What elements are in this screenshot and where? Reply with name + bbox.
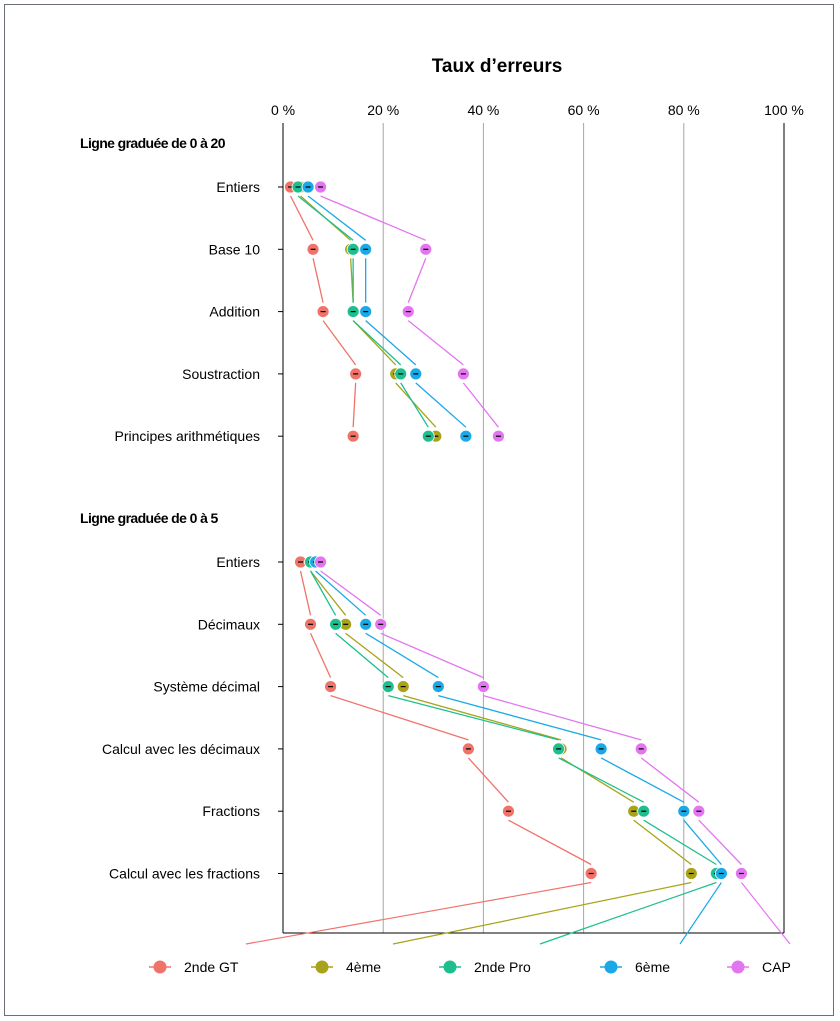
- series-line: [310, 570, 347, 616]
- legend-swatch: [604, 960, 618, 974]
- series-line: [395, 382, 437, 428]
- series-line: [330, 694, 469, 741]
- series-line: [388, 694, 559, 741]
- category-label: Entiers: [216, 554, 260, 570]
- series-line: [462, 382, 499, 428]
- group-label: Ligne graduée de 0 à 20: [80, 135, 226, 151]
- series-line: [322, 320, 357, 366]
- series-line: [380, 632, 484, 679]
- series-line: [415, 382, 467, 428]
- category-label: Soustraction: [182, 366, 260, 382]
- series-line: [309, 633, 332, 678]
- series-line: [335, 632, 389, 679]
- series-line: [307, 195, 367, 241]
- series-line: [558, 757, 645, 803]
- x-tick-label: 80 %: [668, 102, 700, 118]
- series-line: [643, 819, 717, 866]
- series-line: [407, 320, 464, 366]
- category-label: Système décimal: [153, 679, 260, 695]
- series-line: [400, 382, 429, 428]
- series-line: [320, 195, 427, 241]
- legend-swatch: [731, 960, 745, 974]
- group-label: Ligne graduée de 0 à 5: [80, 510, 219, 526]
- series-line: [289, 195, 314, 241]
- series-line: [299, 570, 312, 616]
- legend-swatch: [153, 960, 167, 974]
- series-line: [309, 570, 337, 616]
- series-line: [312, 258, 324, 303]
- category-label: Calcul avec les fractions: [109, 866, 260, 882]
- x-tick-label: 60 %: [568, 102, 600, 118]
- series-line: [698, 819, 742, 865]
- category-label: Base 10: [209, 241, 261, 257]
- legend-label: CAP: [762, 959, 791, 975]
- legend-label: 4ème: [346, 959, 381, 975]
- series-line: [600, 757, 685, 803]
- legend-label: 6ème: [635, 959, 670, 975]
- series-line: [315, 570, 367, 616]
- series-tail-line: [740, 882, 791, 945]
- legend-swatch: [443, 960, 457, 974]
- series-line: [365, 632, 439, 679]
- series-line: [483, 694, 642, 741]
- series-tail-line: [392, 881, 692, 945]
- series-line: [633, 819, 692, 866]
- series-tail-line: [539, 881, 717, 945]
- series-tail-line: [245, 881, 592, 945]
- x-tick-label: 20 %: [367, 102, 399, 118]
- series-line: [320, 570, 382, 616]
- series-line: [467, 757, 509, 803]
- series-tail-line: [679, 882, 722, 945]
- category-label: Addition: [209, 304, 260, 320]
- series-line: [438, 694, 602, 741]
- legend-label: 2nde Pro: [474, 959, 531, 975]
- series-line: [365, 320, 417, 366]
- category-label: Entiers: [216, 179, 260, 195]
- legend-swatch: [315, 960, 329, 974]
- series-line: [508, 819, 592, 866]
- series-line: [352, 320, 402, 366]
- series-line: [640, 757, 700, 803]
- category-label: Principes arithmétiques: [114, 428, 260, 444]
- category-label: Fractions: [202, 803, 260, 819]
- x-tick-label: 100 %: [764, 102, 804, 118]
- series-line: [297, 195, 354, 241]
- series-line: [345, 632, 404, 679]
- chart-title: Taux d’erreurs: [432, 56, 563, 77]
- series-line: [683, 819, 722, 865]
- series-line: [407, 258, 427, 303]
- x-tick-label: 40 %: [467, 102, 499, 118]
- category-label: Décimaux: [198, 616, 260, 632]
- series-line: [403, 694, 562, 741]
- series-line: [352, 382, 357, 428]
- category-label: Calcul avec les décimaux: [102, 741, 260, 757]
- legend-label: 2nde GT: [184, 959, 239, 975]
- x-tick-label: 0 %: [271, 102, 295, 118]
- chart-frame: [4, 4, 834, 1016]
